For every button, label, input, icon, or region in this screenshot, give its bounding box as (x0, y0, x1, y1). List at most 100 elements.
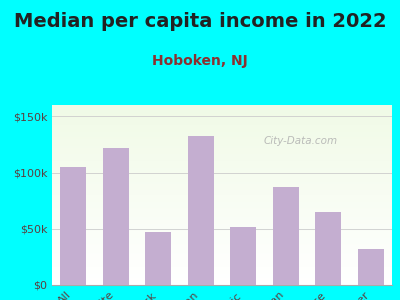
Bar (52, 258, 392, 260)
Bar (52, 254, 392, 256)
Bar (52, 281, 392, 283)
Bar (52, 226, 392, 227)
Bar (52, 186, 392, 188)
Bar (52, 204, 392, 206)
Bar (52, 231, 392, 233)
Bar (52, 262, 392, 263)
Bar (52, 137, 392, 139)
Bar (52, 145, 392, 146)
Bar (52, 112, 392, 114)
Bar (52, 172, 392, 173)
Bar (60, 167, 86, 285)
Bar (52, 188, 392, 190)
Bar (52, 114, 392, 116)
Bar (52, 235, 392, 236)
Bar (52, 146, 392, 148)
Bar (52, 271, 392, 272)
Bar (52, 206, 392, 208)
Bar (52, 105, 392, 107)
Bar (52, 244, 392, 245)
Bar (52, 121, 392, 123)
Bar (52, 116, 392, 118)
Bar (52, 157, 392, 159)
Bar (52, 267, 392, 269)
Bar (52, 166, 392, 168)
Bar (52, 132, 392, 134)
Bar (52, 256, 392, 258)
Text: Median per capita income in 2022: Median per capita income in 2022 (14, 12, 386, 31)
Bar (52, 265, 392, 267)
Bar (52, 154, 392, 155)
Bar (52, 208, 392, 209)
Bar (52, 130, 392, 132)
Bar (52, 118, 392, 119)
Bar (52, 238, 392, 240)
Bar (52, 110, 392, 112)
Bar (52, 220, 392, 222)
Bar (52, 134, 392, 136)
Bar (52, 202, 392, 204)
Bar (188, 136, 214, 285)
Bar (52, 229, 392, 231)
Bar (52, 233, 392, 235)
Bar (145, 232, 172, 285)
Bar (52, 155, 392, 157)
Bar (52, 109, 392, 110)
Bar (52, 107, 392, 109)
Bar (315, 212, 342, 285)
Bar (52, 197, 392, 199)
Bar (52, 276, 392, 278)
Bar (52, 148, 392, 150)
Bar (52, 247, 392, 249)
Bar (52, 128, 392, 130)
Bar (52, 177, 392, 179)
Bar (230, 226, 256, 285)
Bar (52, 125, 392, 127)
Bar (52, 283, 392, 285)
Bar (52, 236, 392, 238)
Text: City-Data.com: City-Data.com (263, 136, 337, 146)
Bar (52, 245, 392, 247)
Bar (52, 127, 392, 128)
Bar (52, 175, 392, 177)
Bar (52, 213, 392, 215)
Bar (52, 161, 392, 163)
Bar (52, 168, 392, 170)
Bar (52, 200, 392, 202)
Bar (52, 278, 392, 280)
Bar (52, 224, 392, 226)
Bar (52, 136, 392, 137)
Bar (52, 222, 392, 224)
Bar (52, 184, 392, 186)
Bar (52, 199, 392, 200)
Bar (52, 242, 392, 244)
Bar (52, 249, 392, 251)
Bar (52, 173, 392, 175)
Bar (52, 164, 392, 166)
Bar (52, 181, 392, 182)
Bar (358, 249, 384, 285)
Bar (52, 263, 392, 265)
Bar (52, 240, 392, 242)
Bar (52, 182, 392, 184)
Bar (52, 163, 392, 164)
Bar (52, 170, 392, 172)
Bar (52, 119, 392, 121)
Bar (52, 280, 392, 281)
Bar (52, 251, 392, 253)
Bar (52, 191, 392, 193)
Bar (52, 211, 392, 213)
Bar (52, 150, 392, 152)
Bar (52, 141, 392, 143)
Bar (52, 209, 392, 211)
Bar (52, 123, 392, 125)
Bar (52, 193, 392, 195)
Bar (52, 218, 392, 220)
Bar (52, 253, 392, 254)
Bar (52, 143, 392, 145)
Bar (52, 179, 392, 181)
Bar (52, 152, 392, 154)
Bar (52, 215, 392, 217)
Bar (52, 227, 392, 229)
Bar (52, 274, 392, 276)
